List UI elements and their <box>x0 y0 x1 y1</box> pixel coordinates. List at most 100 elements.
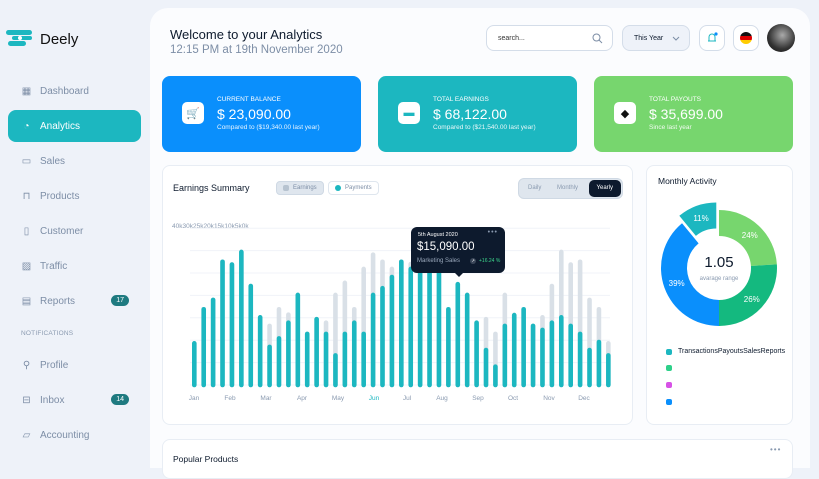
tab-yearly[interactable]: Yearly <box>588 180 621 197</box>
legend-swatch <box>666 382 672 388</box>
card-subtext: Compared to ($21,540.00 last year) <box>433 124 536 131</box>
legend-earnings[interactable]: Earnings <box>276 181 324 195</box>
legend-label: TransactionsPayoutsSalesReports <box>678 348 786 355</box>
legend-swatch <box>666 399 672 405</box>
logo-icon <box>6 30 32 46</box>
germany-flag-icon <box>740 32 752 44</box>
x-tick-label: May <box>331 395 345 402</box>
trend-icon: ↗ <box>470 258 476 264</box>
sidebar-item-profile[interactable]: ⚲ Profile <box>8 349 141 381</box>
y-tick-label: 10k <box>224 223 235 230</box>
more-options-icon[interactable]: ••• <box>770 445 782 454</box>
tooltip-date: 5th August 2020 <box>418 232 458 238</box>
activity-legend-item <box>666 382 672 388</box>
page-subtitle: 12:15 PM at 19th November 2020 <box>170 44 343 56</box>
x-tick-label: Apr <box>296 395 308 402</box>
slice-label: 39% <box>669 279 685 288</box>
notifications-button[interactable] <box>699 25 725 51</box>
donut-center-value: 1.05 <box>704 254 734 271</box>
x-tick-label: Nov <box>543 395 555 402</box>
tooltip-value: $15,090.00 <box>417 241 475 253</box>
earnings-swatch <box>283 185 289 191</box>
donut-slice <box>679 202 717 236</box>
y-tick-label: 40k <box>172 223 183 230</box>
sidebar-item-products[interactable]: ⊓ Products <box>8 180 141 212</box>
legend-label: Payments <box>345 185 372 191</box>
donut-slice <box>661 223 719 326</box>
x-tick-label: Jul <box>402 395 412 402</box>
tab-daily[interactable]: Daily <box>528 185 542 191</box>
x-tick-label: Jan <box>188 395 200 402</box>
y-tick-label: 0k <box>241 223 249 230</box>
wallet-icon: ▭ <box>21 155 32 167</box>
stat-card-2: ◆ TOTAL PAYOUTS $ 35,699.00 Since last year <box>594 76 793 152</box>
count-badge: 17 <box>111 295 129 306</box>
more-icon[interactable]: ••• <box>487 229 498 236</box>
sidebar-item-dashboard[interactable]: ▦ Dashboard <box>8 75 141 107</box>
sidebar-item-label: Customer <box>40 225 84 237</box>
sidebar-item-reports[interactable]: ▤ Reports 17 <box>8 285 141 317</box>
card-label: TOTAL EARNINGS <box>433 96 489 103</box>
donut-slice <box>719 210 777 266</box>
document-icon: ▤ <box>21 295 32 307</box>
slice-label: 11% <box>693 214 708 223</box>
x-tick-label: Jun <box>368 395 380 402</box>
sidebar-item-label: Accounting <box>40 429 90 441</box>
activity-legend-item <box>666 399 672 405</box>
tab-monthly[interactable]: Monthly <box>557 185 579 191</box>
credit-card-icon: ▬ <box>398 102 420 124</box>
earnings-title: Earnings Summary <box>173 183 250 193</box>
image-chart-icon: ▨ <box>21 260 32 272</box>
period-value: This Year <box>634 35 664 42</box>
y-axis-labels: 40k30k25k20k15k10k5k0k <box>172 223 249 231</box>
sidebar-item-label: Inbox <box>40 394 65 406</box>
sidebar-item-sales[interactable]: ▭ Sales <box>8 145 141 177</box>
payments-swatch <box>335 185 341 191</box>
y-tick-label: 5k <box>234 223 242 230</box>
grid-icon: ▦ <box>21 85 32 97</box>
y-tick-label: 25k <box>192 223 204 230</box>
language-button[interactable] <box>733 25 759 51</box>
x-tick-label: Feb <box>224 395 236 402</box>
sidebar-item-label: Reports <box>40 295 76 307</box>
tooltip-change: +16.24 % <box>479 258 501 264</box>
folder-icon: ▱ <box>22 429 31 441</box>
briefcase-icon: ▯ <box>23 225 30 237</box>
y-tick-label: 20k <box>203 223 214 230</box>
x-tick-label: Mar <box>260 395 272 402</box>
card-subtext: Since last year <box>649 124 692 131</box>
sidebar-item-label: Analytics <box>40 120 81 132</box>
activity-donut-chart: 24% 26% 39% 11% <box>661 202 777 326</box>
brand-name: Deely <box>40 31 79 48</box>
notifications-section-label: NOTIFICATIONS <box>21 330 74 337</box>
popular-products-panel <box>162 439 793 479</box>
search-placeholder: search... <box>498 35 525 42</box>
tooltip-label: Marketing Sales <box>417 258 461 264</box>
card-label: TOTAL PAYOUTS <box>649 96 702 103</box>
shopping-bag-icon: ⊓ <box>22 190 31 202</box>
x-tick-label: Oct <box>507 395 519 402</box>
sidebar-item-analytics[interactable]: ◔ Analytics <box>8 110 141 142</box>
inbox-icon: ⊟ <box>22 394 31 406</box>
sidebar-item-label: Products <box>40 190 80 202</box>
donut-center-label: avarage range <box>699 276 739 282</box>
y-tick-label: 15k <box>213 223 225 230</box>
legend-payments[interactable]: Payments <box>328 181 379 195</box>
search-input[interactable]: search... <box>486 25 613 51</box>
sidebar-item-accounting[interactable]: ▱ Accounting <box>8 419 141 451</box>
card-value: $ 23,090.00 <box>217 106 291 122</box>
slice-label: 24% <box>742 231 758 240</box>
pie-chart-icon: ◔ <box>23 120 30 132</box>
user-icon: ⚲ <box>22 359 31 371</box>
y-tick-label: 30k <box>182 223 193 230</box>
card-value: $ 68,122.00 <box>433 106 507 122</box>
activity-legend-item <box>666 365 672 371</box>
page-title: Welcome to your Analytics <box>170 27 323 42</box>
user-avatar[interactable] <box>767 24 795 52</box>
sidebar-item-traffic[interactable]: ▨ Traffic <box>8 250 141 282</box>
activity-title: Monthly Activity <box>658 176 717 186</box>
period-select[interactable]: This Year <box>622 25 690 51</box>
chart-tooltip: 5th August 2020 ••• $15,090.00 Marketing… <box>411 227 505 277</box>
sidebar-item-customer[interactable]: ▯ Customer <box>8 215 141 247</box>
sidebar-item-inbox[interactable]: ⊟ Inbox 14 <box>8 384 141 416</box>
